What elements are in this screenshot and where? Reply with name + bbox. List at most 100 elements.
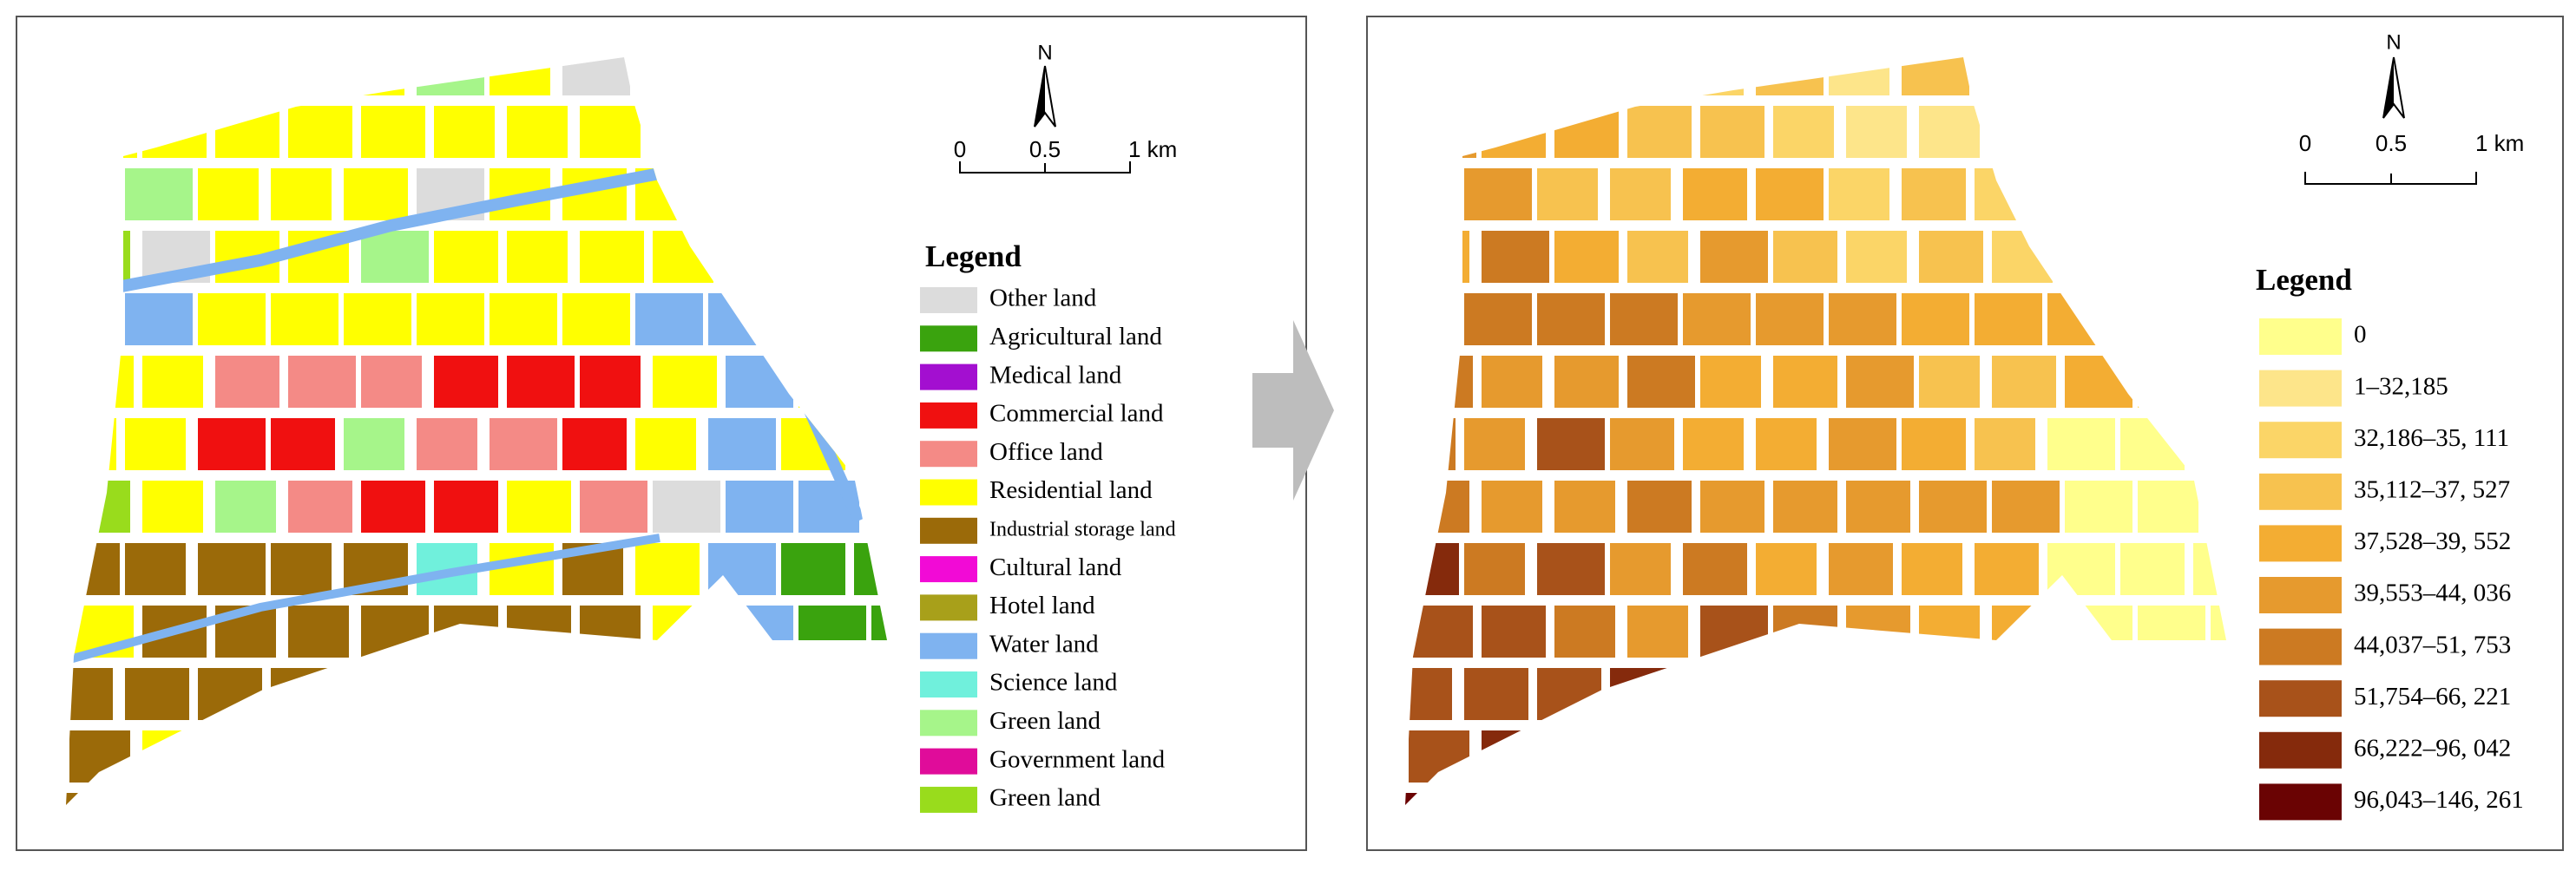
land-parcel [562,57,630,95]
land-parcel [781,668,842,720]
land-parcel [125,293,193,345]
annotations: N N 0 0.5 1 km 0 0.5 1 km Legend Other land Agri… [920,30,2524,821]
land-parcel [871,106,887,158]
land-parcel [708,57,776,95]
land-parcel [507,106,568,158]
land-parcel [854,57,887,95]
value-parcel [1829,668,1893,720]
value-parcel [1610,418,1674,470]
land-parcel [271,668,338,720]
land-parcel [726,606,793,658]
land-parcel [708,293,776,345]
land-parcel [507,231,568,283]
legend-label: Industrial storage land [989,518,1176,540]
value-parcel [1773,606,1837,658]
value-parcel [1464,668,1528,720]
land-parcel [271,418,335,470]
land-parcel [854,418,887,470]
land-parcel [635,793,696,805]
legend-swatch [2259,318,2342,355]
value-parcel [2065,730,2132,783]
legend-label: 44,037–51, 753 [2354,631,2511,658]
value-parcel [1756,293,1824,345]
land-parcel [781,168,842,220]
land-parcel [434,606,498,658]
legend-title: Legend [2256,263,2352,297]
value-parcel [1627,231,1688,283]
land-parcel [66,293,120,345]
land-parcel [125,418,186,470]
land-parcel [125,168,193,220]
legend-swatch [2259,680,2342,717]
value-parcel [1829,57,1889,95]
land-parcel [417,57,484,95]
value-parcel [1554,481,1615,533]
value-parcel [2065,106,2132,158]
land-parcel [798,356,859,408]
value-parcel [2065,606,2132,658]
land-parcel [726,106,793,158]
value-parcel [1829,293,1896,345]
value-parcel [1537,293,1605,345]
value-parcel [1537,793,1601,805]
value-parcel [1683,668,1744,720]
value-parcel [1405,293,1459,345]
land-parcel [507,606,571,658]
value-parcel [2193,57,2226,95]
value-parcel [2047,543,2115,595]
land-parcel [490,418,557,470]
value-parcel [2193,293,2226,345]
legend-swatch [920,748,977,775]
value-parcel [2138,106,2205,158]
land-parcel [490,293,557,345]
legend-label: Residential land [989,476,1153,504]
value-parcel [1464,543,1525,595]
value-parcel [1756,418,1817,470]
land-parcel [417,293,484,345]
land-parcel [854,543,887,595]
value-parcel [1405,668,1452,720]
land-parcel [69,481,130,533]
value-parcel [2047,793,2115,805]
value-parcel [1846,606,1910,658]
value-parcel [2047,418,2115,470]
land-parcel [434,231,498,283]
land-parcel [507,730,568,783]
legend-swatch [2259,422,2342,459]
value-parcel [1700,106,1764,158]
value-parcel [1464,168,1532,220]
value-parcel [1700,606,1768,658]
value-parcel [2120,668,2181,720]
value-parcel [1610,668,1678,720]
land-parcel [271,793,335,805]
value-parcel [1975,543,2039,595]
land-parcel [198,668,262,720]
value-parcel [2138,606,2205,658]
legend-label: 37,528–39, 552 [2354,527,2511,555]
value-parcel [1756,168,1824,220]
scale-label: 1 km [2475,130,2524,156]
land-parcel [361,606,429,658]
land-parcel [781,57,845,95]
scale-label: 0.5 [1029,136,1061,162]
land-parcel [344,418,404,470]
value-parcel [1554,730,1615,783]
scale-label: 0 [954,136,966,162]
land-parcel [708,793,776,805]
value-parcel [2065,231,2132,283]
legend-swatch [2259,628,2342,665]
value-parcel [1919,231,1983,283]
land-parcel [69,106,137,158]
land-parcel [562,668,627,720]
value-parcel [1992,356,2056,408]
land-parcel [726,481,793,533]
legend-swatch [920,402,977,429]
value-parcel [1554,356,1619,408]
legend-swatch [920,363,977,390]
land-parcel [361,231,429,283]
legend-label: Medical land [989,361,1122,389]
value-parcel [1902,293,1969,345]
arrow [1252,320,1334,501]
value-parcel [2120,57,2185,95]
value-parcel [1683,543,1747,595]
